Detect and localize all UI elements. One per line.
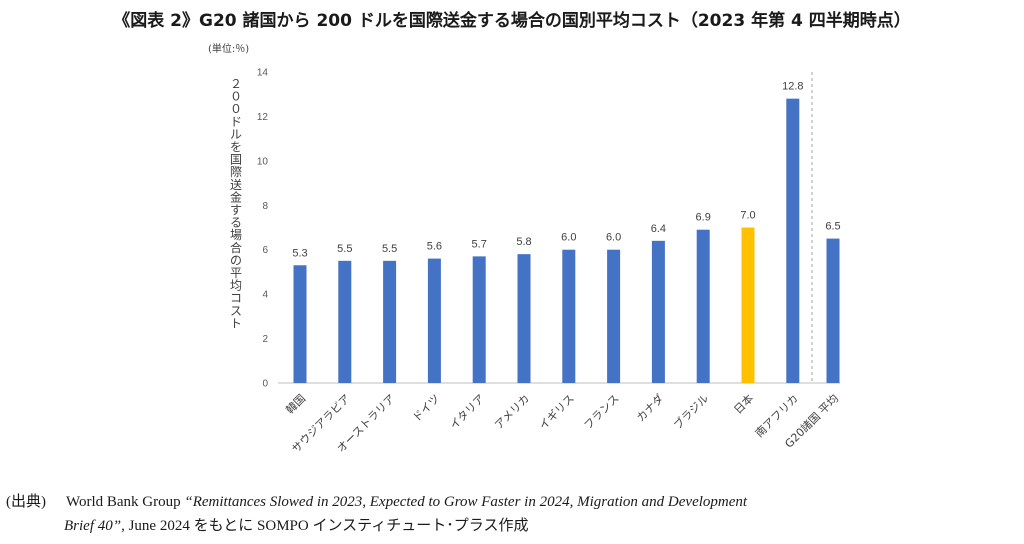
data-labels: 5.3 5.5 5.5 5.6 5.7 5.8 6.0 6.0 6.4 6.9 7.0 12.8 6.5 <box>292 81 840 260</box>
bar <box>786 98 800 384</box>
category-label: ドイツ <box>410 392 443 425</box>
data-label: 6.4 <box>651 223 666 235</box>
data-label: 5.7 <box>472 238 487 250</box>
y-tick-label: 2 <box>262 334 268 345</box>
category-label: ブラジル <box>670 391 711 432</box>
y-tick-label: 8 <box>262 201 268 212</box>
category-label: イタリア <box>447 392 487 432</box>
category-label: カナダ <box>633 391 666 424</box>
source-prefix: (出典) <box>6 494 46 510</box>
source-note: (出典) World Bank Group “Remittances Slowed… <box>6 490 1018 538</box>
bar <box>741 227 755 383</box>
y-tick-label: 12 <box>257 112 269 123</box>
data-label: 5.3 <box>292 247 307 259</box>
category-label: フランス <box>582 392 622 432</box>
bar <box>607 249 621 383</box>
data-label: 5.6 <box>427 241 442 253</box>
y-tick-label: 0 <box>262 379 268 390</box>
data-label: 5.8 <box>516 236 531 248</box>
source-title-part2: Brief 40” <box>64 518 122 534</box>
y-tick-label: 10 <box>257 156 269 167</box>
y-axis-title-text: ２００ドルを国際送金する場合の平均コスト <box>230 77 242 330</box>
category-label: イギリス <box>537 392 577 432</box>
bars <box>293 98 840 384</box>
unit-label: (単位:％) <box>208 42 249 55</box>
category-label: 日本 <box>731 391 756 416</box>
y-axis: 0 2 4 6 8 10 12 14 <box>257 68 269 390</box>
bar-chart: (単位:％) ２００ドルを国際送金する場合の平均コスト 02468101214 … <box>208 42 841 456</box>
category-label: アメリカ <box>492 392 532 432</box>
y-tick-label: 14 <box>257 68 269 79</box>
bar <box>651 240 665 383</box>
data-label: 5.5 <box>337 243 352 255</box>
source-title-part1: “Remittances Slowed in 2023, Expected to… <box>184 494 748 510</box>
y-tick-label: 4 <box>262 290 268 301</box>
bar <box>472 256 486 383</box>
chart-title: 《図表 2》G20 諸国から 200 ドルを国際送金する場合の国別平均コスト（2… <box>113 11 911 31</box>
bar <box>826 238 840 383</box>
bar <box>517 254 531 383</box>
bar <box>383 260 397 383</box>
data-label: 6.0 <box>606 232 621 244</box>
y-axis-title: ２００ドルを国際送金する場合の平均コスト <box>230 77 242 330</box>
source-publisher: World Bank Group <box>66 494 181 510</box>
source-suffix: , June 2024 をもとに SOMPO インスティチュート･プラス作成 <box>121 518 529 534</box>
data-label: 6.9 <box>696 212 711 224</box>
category-label: 韓国 <box>283 392 308 417</box>
bar <box>293 265 307 383</box>
bar <box>427 258 441 383</box>
data-label: 6.5 <box>825 221 840 233</box>
data-label: 12.8 <box>782 81 803 93</box>
data-label: 5.5 <box>382 243 397 255</box>
y-tick-label: 6 <box>262 245 268 256</box>
data-label: 6.0 <box>561 232 576 244</box>
data-label: 7.0 <box>740 210 755 222</box>
bar <box>338 260 352 383</box>
bar <box>562 249 576 383</box>
bar <box>696 229 710 383</box>
